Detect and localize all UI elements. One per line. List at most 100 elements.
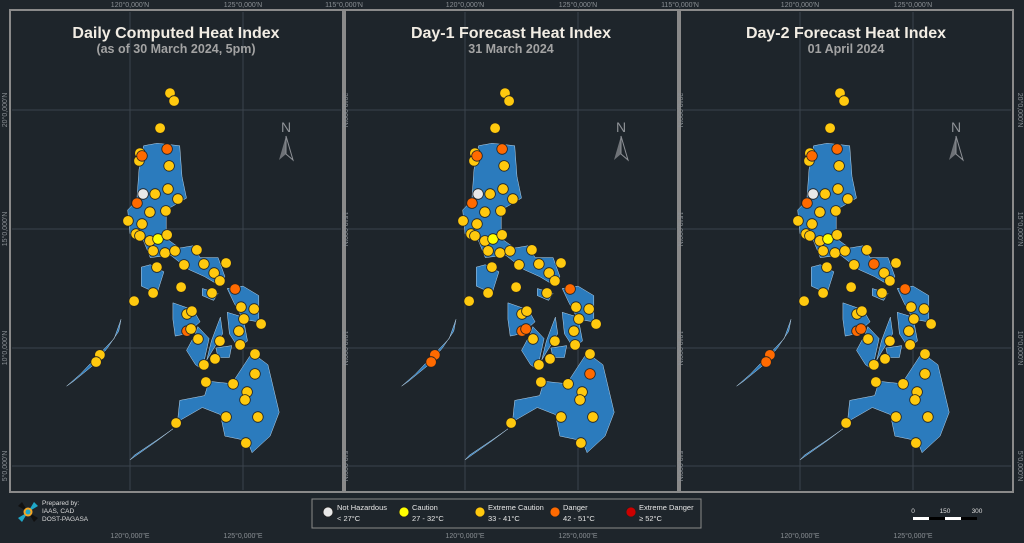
station-marker-62 bbox=[505, 417, 517, 429]
station-marker-40 bbox=[573, 313, 585, 325]
station-marker-26 bbox=[861, 244, 873, 256]
station-marker-3 bbox=[489, 122, 501, 134]
station-marker-47 bbox=[214, 335, 226, 347]
north-label-1: N bbox=[281, 119, 291, 135]
legend-swatch bbox=[474, 506, 486, 518]
lon-label-115-top: 115°0,000'N bbox=[325, 1, 363, 9]
station-marker-6 bbox=[471, 150, 483, 162]
station-marker-26 bbox=[526, 244, 538, 256]
island-palawan bbox=[736, 319, 792, 387]
station-marker-63 bbox=[575, 437, 587, 449]
lon-label-125-bottom: 125°0,000"E bbox=[223, 532, 262, 540]
lat-label-20: 20°0,000'N bbox=[1, 93, 9, 128]
station-marker-49 bbox=[569, 339, 581, 351]
station-marker-24 bbox=[159, 247, 171, 259]
station-marker-33 bbox=[899, 283, 911, 295]
station-marker-39 bbox=[918, 303, 930, 315]
station-marker-8 bbox=[163, 160, 175, 172]
station-marker-14 bbox=[814, 206, 826, 218]
station-marker-43 bbox=[521, 305, 533, 317]
station-marker-29 bbox=[198, 258, 210, 270]
station-marker-56 bbox=[227, 378, 239, 390]
station-marker-10 bbox=[819, 188, 831, 200]
station-marker-25 bbox=[169, 245, 181, 257]
station-marker-22 bbox=[496, 229, 508, 241]
station-marker-19 bbox=[469, 230, 481, 242]
station-marker-59 bbox=[919, 368, 931, 380]
station-marker-43 bbox=[186, 305, 198, 317]
station-marker-2 bbox=[838, 95, 850, 107]
station-marker-13 bbox=[131, 197, 143, 209]
lat-label-20-right: 20°0,000'N bbox=[1016, 93, 1024, 128]
station-marker-35 bbox=[482, 287, 494, 299]
lat-label-10-p2: 10°0,000'N bbox=[341, 331, 349, 366]
legend-label-not-hazardous: Not Hazardous bbox=[337, 503, 387, 512]
station-marker-11 bbox=[832, 183, 844, 195]
station-marker-14 bbox=[144, 206, 156, 218]
station-marker-26 bbox=[191, 244, 203, 256]
lat-label-10-right: 10°0,000'N bbox=[1016, 331, 1024, 366]
station-marker-36 bbox=[128, 295, 140, 307]
station-marker-30 bbox=[890, 257, 902, 269]
lat-label-5: 5°0,000'N bbox=[1, 451, 9, 482]
station-marker-25 bbox=[839, 245, 851, 257]
island-negros bbox=[521, 326, 545, 370]
station-marker-58 bbox=[574, 394, 586, 406]
station-marker-34 bbox=[510, 281, 522, 293]
station-marker-50 bbox=[919, 348, 931, 360]
station-marker-8 bbox=[833, 160, 845, 172]
station-marker-6 bbox=[136, 150, 148, 162]
island-negros bbox=[186, 326, 210, 370]
station-marker-23 bbox=[482, 245, 494, 257]
station-marker-31 bbox=[543, 267, 555, 279]
map-panel-3 bbox=[679, 9, 1014, 493]
station-marker-47 bbox=[884, 335, 896, 347]
station-marker-17 bbox=[471, 218, 483, 230]
station-marker-31 bbox=[878, 267, 890, 279]
station-marker-52 bbox=[868, 359, 880, 371]
station-marker-38 bbox=[235, 301, 247, 313]
lat-label-15-p2: 15°0,000'N bbox=[341, 212, 349, 247]
station-marker-36 bbox=[463, 295, 475, 307]
station-marker-15 bbox=[495, 205, 507, 217]
legend-range-danger: 42 - 51°C bbox=[563, 514, 595, 523]
station-marker-45 bbox=[855, 323, 867, 335]
station-marker-11 bbox=[162, 183, 174, 195]
lat-label-10: 10°0,000'N bbox=[1, 331, 9, 366]
station-marker-6 bbox=[806, 150, 818, 162]
north-label-3: N bbox=[951, 119, 961, 135]
station-marker-33 bbox=[229, 283, 241, 295]
station-marker-28 bbox=[848, 259, 860, 271]
station-marker-15 bbox=[830, 205, 842, 217]
station-marker-34 bbox=[175, 281, 187, 293]
station-marker-16 bbox=[457, 215, 469, 227]
station-marker-60 bbox=[890, 411, 902, 423]
scale-label-300: 300 bbox=[972, 508, 983, 515]
station-marker-30 bbox=[220, 257, 232, 269]
station-marker-7 bbox=[161, 143, 173, 155]
lat-label-15-p3: 15°0,000'N bbox=[676, 212, 684, 247]
station-marker-60 bbox=[220, 411, 232, 423]
station-marker-16 bbox=[792, 215, 804, 227]
station-marker-51 bbox=[879, 353, 891, 365]
legend-label-caution: Caution bbox=[412, 503, 438, 512]
station-marker-55 bbox=[870, 376, 882, 388]
station-marker-55 bbox=[535, 376, 547, 388]
station-marker-29 bbox=[533, 258, 545, 270]
panel-3-subtitle: 01 April 2024 bbox=[808, 42, 885, 56]
station-marker-31 bbox=[208, 267, 220, 279]
station-marker-46 bbox=[192, 333, 204, 345]
credit-office: IAAS, CAD bbox=[42, 508, 74, 515]
lat-label-15-right: 15°0,000'N bbox=[1016, 212, 1024, 247]
legend-range-extreme-danger: ≥ 52°C bbox=[639, 514, 663, 523]
station-marker-19 bbox=[804, 230, 816, 242]
station-marker-3 bbox=[154, 122, 166, 134]
station-marker-41 bbox=[925, 318, 937, 330]
station-marker-12 bbox=[507, 193, 519, 205]
island-negros bbox=[856, 326, 880, 370]
station-marker-58 bbox=[239, 394, 251, 406]
station-marker-43 bbox=[856, 305, 868, 317]
legend-swatch bbox=[549, 506, 561, 518]
station-marker-7 bbox=[831, 143, 843, 155]
